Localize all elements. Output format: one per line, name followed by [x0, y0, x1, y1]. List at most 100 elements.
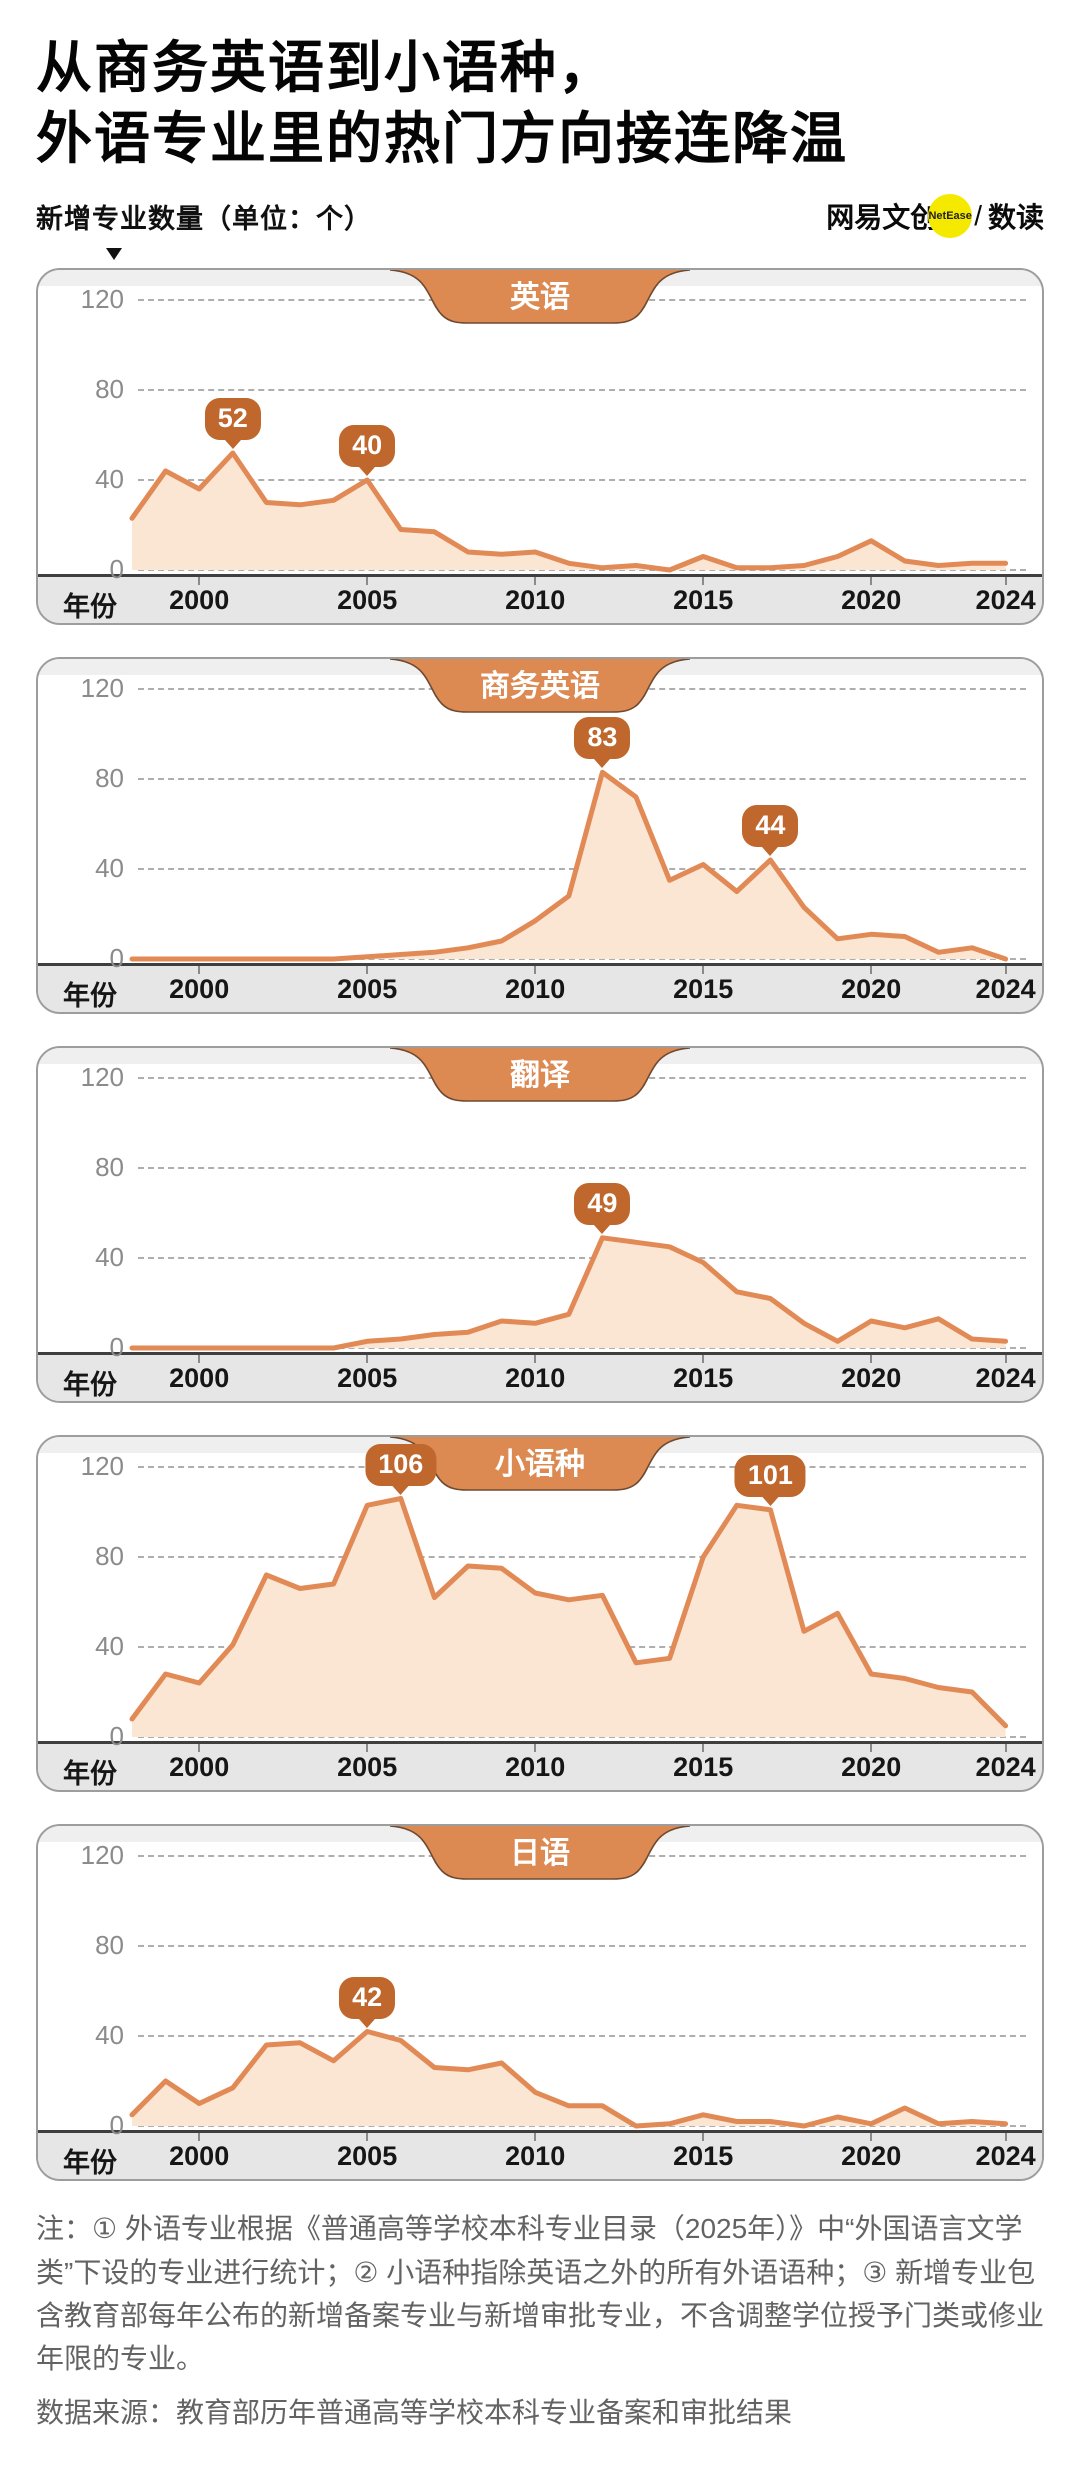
x-tick-label: 2005: [337, 1752, 398, 1783]
y-tick-label: 120: [80, 1451, 124, 1482]
x-tick-label: 2010: [505, 1363, 566, 1394]
brand-name: 网易文创: [826, 202, 939, 234]
x-tick: [198, 2133, 201, 2142]
area-fill: [132, 1498, 1006, 1738]
x-tick-label: 2015: [673, 585, 734, 616]
brand-sub-name: 数读: [987, 202, 1044, 234]
y-tick-label: 0: [109, 1721, 124, 1752]
x-tick: [534, 2133, 537, 2142]
x-tick-label: 2000: [169, 2141, 230, 2172]
peak-value-label: 101: [734, 1454, 806, 1497]
trend-line: [129, 770, 1009, 962]
gridline: [138, 778, 1026, 781]
chart-panel: 英语 0 40 80 120 52 40 年份 2000 2005 2010 2015 2020 2…: [36, 268, 1044, 626]
chart-title: 商务英语: [480, 670, 600, 703]
gridline: [138, 1257, 1026, 1260]
x-tick-label: 2005: [337, 974, 398, 1005]
x-tick-label: 2015: [673, 974, 734, 1005]
x-tick-label: 2020: [841, 974, 902, 1005]
x-tick-label: 2005: [337, 2141, 398, 2172]
x-axis-title: 年份: [63, 2148, 117, 2179]
x-tick: [870, 577, 873, 586]
x-tick-label: 2020: [841, 1752, 902, 1783]
x-tick-label: 2015: [673, 1752, 734, 1783]
x-tick: [702, 1744, 705, 1753]
x-tick-label: 2024: [975, 974, 1036, 1005]
x-axis-title: 年份: [63, 981, 117, 1012]
gridline: [138, 1945, 1026, 1948]
y-tick-label: 0: [109, 554, 124, 585]
title-line-1: 从商务英语到小语种，: [36, 36, 616, 99]
x-tick: [198, 1744, 201, 1753]
x-tick-label: 2024: [975, 2141, 1036, 2172]
x-axis-title: 年份: [63, 1370, 117, 1401]
peak-value-label: 106: [365, 1443, 437, 1486]
x-tick-label: 2000: [169, 974, 230, 1005]
chart-title-tab: 日语: [390, 1826, 690, 1881]
peak-value-label: 52: [204, 398, 261, 441]
plot-area: 0 40 80 120 49: [38, 1062, 1042, 1362]
chart-title-tab: 翻译: [390, 1048, 690, 1103]
x-tick-label: 2020: [841, 585, 902, 616]
peak-value-label: 42: [339, 1976, 396, 2019]
x-axis: 年份 2000 2005 2010 2015 2020 2024: [38, 2130, 1042, 2180]
gridline: [138, 1167, 1026, 1170]
x-tick: [198, 577, 201, 586]
y-tick-label: 120: [80, 1062, 124, 1093]
x-tick: [534, 1355, 537, 1364]
chart-title: 翻译: [510, 1059, 571, 1092]
x-tick: [534, 1744, 537, 1753]
x-tick-label: 2024: [975, 1363, 1036, 1394]
x-tick-label: 2010: [505, 1752, 566, 1783]
charts-container: 英语 0 40 80 120 52 40 年份 2000 2005 2010 2015 2020 2…: [36, 268, 1044, 2182]
x-tick: [870, 966, 873, 975]
brand-divider: /: [974, 200, 982, 232]
x-tick: [702, 577, 705, 586]
y-tick-label: 80: [95, 1152, 124, 1183]
area-chart: [129, 450, 1009, 573]
x-tick: [1004, 2133, 1007, 2142]
subtitle-row: 新增专业数量（单位：个） 网易文创 NetEase / 数读: [36, 194, 1044, 239]
x-axis-title: 年份: [63, 592, 117, 623]
x-tick-label: 2015: [673, 1363, 734, 1394]
gridline: [138, 389, 1026, 392]
y-tick-label: 40: [95, 2020, 124, 2051]
footnote: 注：① 外语专业根据《普通高等学校本科专业目录（2025年）》中“外国语言文学类…: [36, 2213, 1045, 2375]
x-tick-label: 2015: [673, 2141, 734, 2172]
y-tick-label: 80: [95, 374, 124, 405]
trend-line: [129, 450, 1009, 573]
chart-panel: 商务英语 0 40 80 120 83 44 年份 2000 2005 2010 2015 202…: [36, 657, 1044, 1015]
x-axis-title: 年份: [63, 1759, 117, 1790]
x-tick-label: 2000: [169, 585, 230, 616]
gridline: [138, 2035, 1026, 2038]
y-tick-label: 80: [95, 1930, 124, 1961]
x-axis: 年份 2000 2005 2010 2015 2020 2024: [38, 574, 1042, 624]
area-chart: [129, 1235, 1009, 1351]
chart-title-tab: 英语: [390, 270, 690, 325]
x-tick-label: 2020: [841, 1363, 902, 1394]
area-fill: [132, 1238, 1006, 1349]
y-tick-label: 0: [109, 1332, 124, 1363]
peak-value-label: 83: [574, 717, 631, 760]
x-tick-label: 2024: [975, 585, 1036, 616]
area-chart: [129, 2029, 1009, 2129]
x-tick: [534, 966, 537, 975]
area-fill: [132, 2031, 1006, 2127]
chart-panel: 日语 0 40 80 120 42 年份 2000 2005 2010 2015 2020 202…: [36, 1824, 1044, 2182]
area-chart: [129, 1496, 1009, 1738]
plot-area: 0 40 80 120 42: [38, 1840, 1042, 2140]
x-tick: [702, 2133, 705, 2142]
y-tick-label: 40: [95, 853, 124, 884]
area-chart: [129, 770, 1009, 962]
x-tick-label: 2010: [505, 2141, 566, 2172]
chart-panel: 翻译 0 40 80 120 49 年份 2000 2005 2010 2015 2020 202…: [36, 1046, 1044, 1404]
data-source: 数据来源：教育部历年普通高等学校本科专业备案和审批结果: [36, 2396, 793, 2428]
chart-panel: 小语种 0 40 80 120 106 101 年份 2000 2005 2010 2015 20…: [36, 1435, 1044, 1793]
x-tick: [1004, 966, 1007, 975]
x-tick: [870, 1744, 873, 1753]
chart-title: 英语: [510, 281, 570, 314]
x-tick: [1004, 1355, 1007, 1364]
x-axis: 年份 2000 2005 2010 2015 2020 2024: [38, 1352, 1042, 1402]
y-tick-label: 0: [109, 943, 124, 974]
